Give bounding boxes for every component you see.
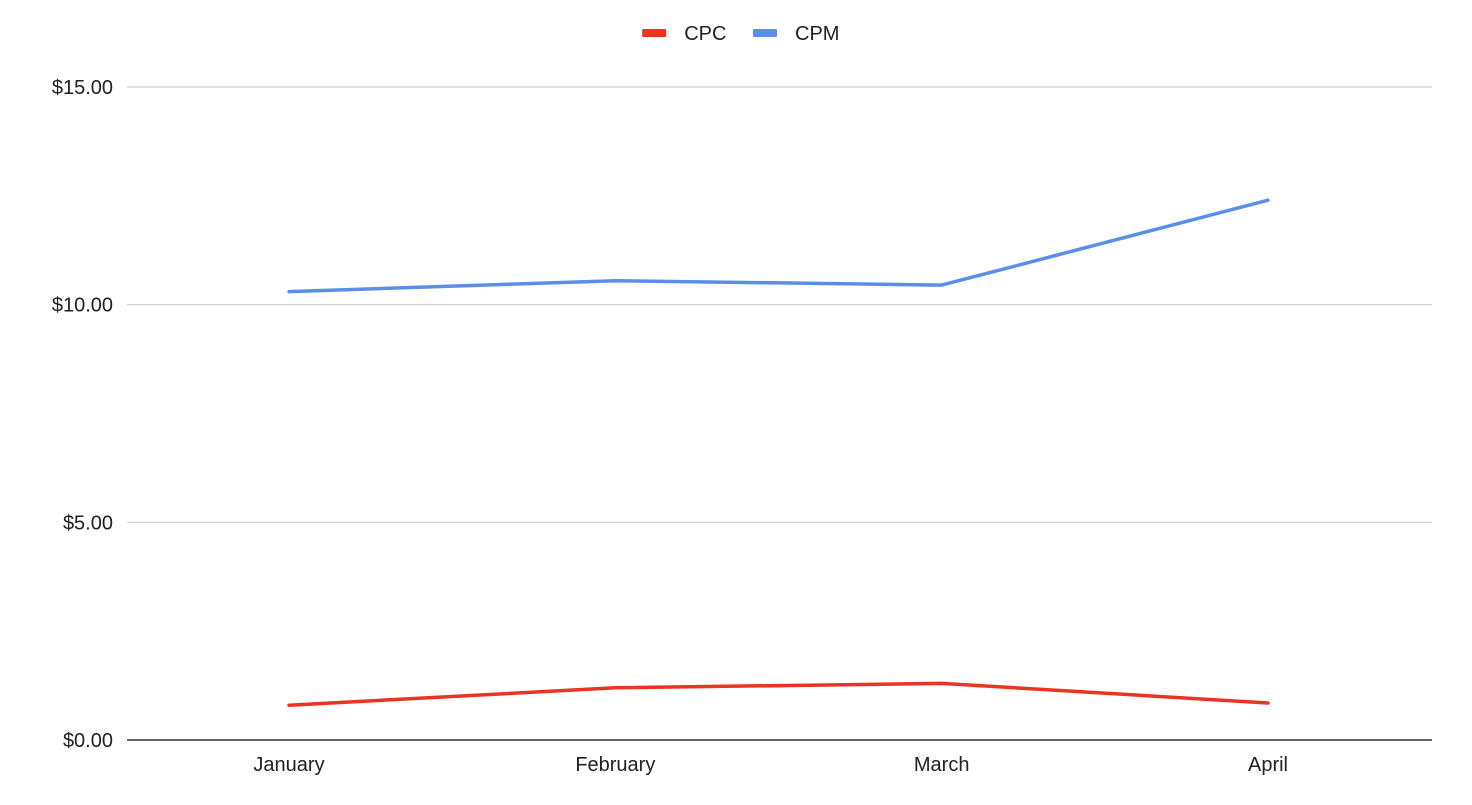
series-line-cpc <box>287 681 1270 707</box>
y-tick-label: $10.00 <box>52 295 113 317</box>
legend: CPC CPM <box>642 23 839 45</box>
x-tick-label-march: March <box>914 754 970 776</box>
y-axis: $0.00 $5.00 $10.00 $15.00 <box>52 77 113 752</box>
y-tick-label: $5.00 <box>63 512 113 534</box>
gridlines <box>127 86 1432 741</box>
legend-swatch-cpm <box>753 29 777 37</box>
legend-item-cpc: CPC <box>642 23 726 45</box>
legend-item-cpm: CPM <box>753 23 839 45</box>
legend-label-cpm: CPM <box>795 23 839 45</box>
legend-label-cpc: CPC <box>684 23 726 45</box>
y-tick-label: $15.00 <box>52 77 113 99</box>
series-lines <box>287 198 1270 707</box>
legend-swatch-cpc <box>642 29 667 37</box>
x-tick-label-april: April <box>1248 754 1288 776</box>
series-line-cpm <box>287 198 1270 294</box>
x-tick-label-february: February <box>575 754 655 776</box>
x-axis: January February March April <box>253 754 1288 776</box>
y-tick-label: $0.00 <box>63 730 113 752</box>
x-tick-label-january: January <box>253 754 324 776</box>
